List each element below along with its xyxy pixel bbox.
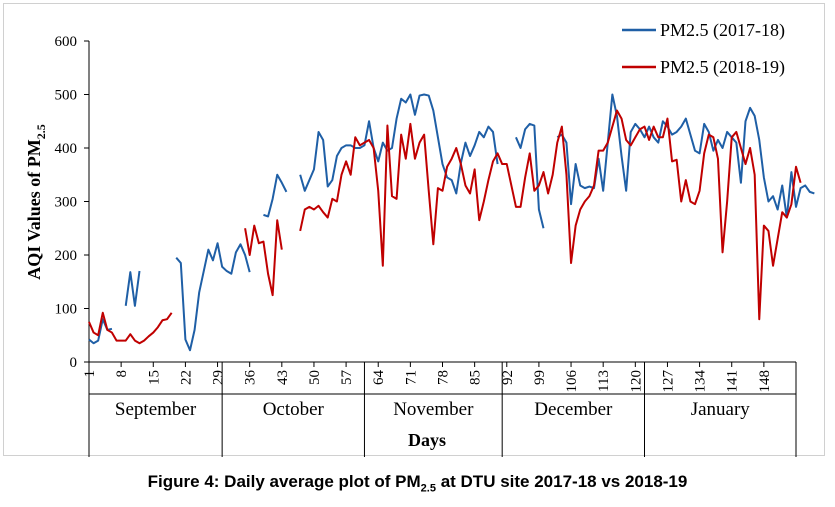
legend: PM2.5 (2017-18) PM2.5 (2018-19) bbox=[622, 20, 785, 78]
legend-label: PM2.5 (2018-19) bbox=[660, 57, 785, 78]
chart-frame bbox=[3, 3, 825, 456]
x-tick-label: 127 bbox=[660, 370, 676, 393]
x-tick-label: 99 bbox=[532, 370, 548, 385]
month-label: December bbox=[534, 399, 613, 420]
x-tick-label: 106 bbox=[564, 370, 580, 393]
month-label: January bbox=[691, 399, 751, 420]
series-lines bbox=[88, 93, 815, 352]
x-tick-label: 64 bbox=[371, 370, 387, 386]
x-tick-label: 57 bbox=[339, 370, 355, 386]
x-tick-label: 8 bbox=[114, 370, 130, 378]
caption-suffix: at DTU site 2017-18 vs 2018-19 bbox=[435, 472, 688, 491]
y-tick-label: 400 bbox=[55, 141, 78, 157]
x-tick-label: 36 bbox=[243, 370, 259, 386]
figure-caption: Figure 4: Daily average plot of PM2.5 at… bbox=[0, 472, 835, 494]
y-axis-title-main: AQI Values of PM bbox=[24, 139, 44, 280]
x-tick-label: 15 bbox=[146, 370, 162, 385]
y-tick-label: 100 bbox=[55, 302, 78, 318]
series-1-line bbox=[299, 93, 499, 195]
x-tick-label: 78 bbox=[436, 370, 452, 385]
y-tick-label: 300 bbox=[55, 195, 78, 211]
y-tick-label: 500 bbox=[55, 88, 78, 104]
y-tick-label: 0 bbox=[70, 355, 78, 371]
x-tick-labels: 1 8 15 22 29 36 43 50 57 64 71 78 85 92 99 106 113 120 127… bbox=[82, 362, 773, 393]
x-tick-label: 71 bbox=[403, 370, 419, 385]
x-tick-label: 120 bbox=[628, 370, 644, 393]
x-tick-label: 43 bbox=[275, 370, 291, 385]
series-2-line bbox=[88, 311, 173, 345]
x-tick-label: 92 bbox=[500, 370, 516, 385]
series-1-line bbox=[556, 93, 815, 219]
month-row: September October November December January bbox=[88, 362, 797, 457]
pm25-line-chart: 0 100 200 300 400 500 600 1 8 15 22 29 36 43 50 57 64 71… bbox=[24, 20, 815, 457]
x-tick-label: 148 bbox=[757, 370, 773, 393]
series-2-line bbox=[244, 219, 283, 297]
month-label: November bbox=[393, 399, 474, 420]
caption-subscript: 2.5 bbox=[420, 482, 436, 495]
x-tick-label: 50 bbox=[307, 370, 323, 385]
y-tick-label: 200 bbox=[55, 248, 78, 264]
series-1-line bbox=[124, 270, 141, 307]
y-axis-title-sub: 2.5 bbox=[34, 124, 48, 139]
x-tick-label: 29 bbox=[211, 370, 227, 385]
y-axis-title: AQI Values of PM2.5 bbox=[24, 124, 48, 280]
series-1-line bbox=[175, 242, 251, 352]
x-tick-label: 85 bbox=[468, 370, 484, 385]
x-axis-title: Days bbox=[408, 430, 446, 450]
y-tick-labels: 0 100 200 300 400 500 600 bbox=[55, 34, 89, 371]
series-1-line bbox=[515, 122, 545, 229]
x-tick-label: 1 bbox=[82, 370, 98, 378]
x-tick-label: 22 bbox=[178, 370, 194, 385]
legend-label: PM2.5 (2017-18) bbox=[660, 20, 785, 41]
x-tick-label: 113 bbox=[596, 370, 612, 392]
series-1-line bbox=[263, 173, 288, 218]
caption-prefix: Figure 4: Daily average plot of PM bbox=[147, 472, 421, 491]
x-tick-label: 134 bbox=[693, 370, 709, 393]
series-2-line bbox=[299, 109, 802, 321]
month-label: September bbox=[115, 399, 197, 420]
x-tick-label: 141 bbox=[725, 370, 741, 393]
month-label: October bbox=[263, 399, 325, 420]
y-tick-label: 600 bbox=[55, 34, 78, 50]
